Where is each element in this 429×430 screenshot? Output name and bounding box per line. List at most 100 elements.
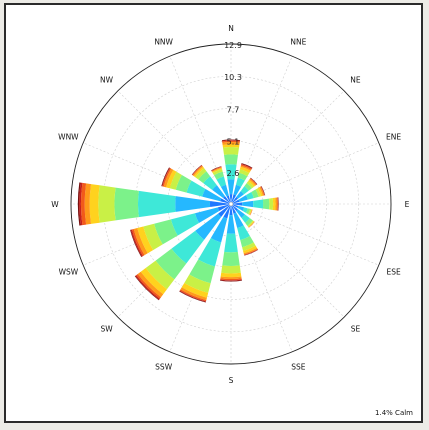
- wind-bar-segment: [212, 185, 226, 199]
- direction-label: WNW: [58, 133, 79, 142]
- wind-bar-segment: [143, 223, 163, 251]
- wind-bar-segment: [222, 251, 240, 267]
- wind-bar-segment: [275, 197, 278, 211]
- wind-bar-segment: [253, 199, 264, 209]
- wind-bar-segment: [221, 265, 241, 274]
- wind-bar-segment: [221, 139, 241, 141]
- wind-bar-segment: [229, 194, 233, 204]
- wind-bar-segment: [211, 166, 222, 171]
- wind-bar-segment: [175, 174, 192, 193]
- wind-bar-segment: [241, 214, 250, 223]
- calm-note: 1.4% Calm: [375, 409, 413, 417]
- wind-bar-segment: [203, 176, 217, 190]
- wind-bar-segment: [227, 179, 235, 195]
- wind-bar-segment: [235, 177, 245, 187]
- wind-bar-segment: [192, 165, 204, 177]
- wind-bar-segment: [250, 209, 253, 216]
- direction-label: NW: [100, 76, 114, 85]
- wind-bar-segment: [220, 184, 229, 197]
- direction-label: NE: [350, 76, 361, 85]
- wind-bar-segment: [231, 202, 243, 206]
- wind-bar-segment: [231, 204, 237, 214]
- wind-bar-segment: [184, 274, 211, 293]
- wind-bar-segment: [224, 154, 238, 165]
- wind-bar-segment: [181, 283, 209, 298]
- wind-bar-segment: [135, 275, 160, 300]
- wind-bar-segment: [171, 230, 205, 264]
- wind-bar-segment: [244, 249, 259, 256]
- wind-bar-segment: [246, 181, 254, 189]
- wind-bar-segment: [229, 204, 233, 216]
- wind-bar-segment: [161, 167, 171, 187]
- wind-bar-segment: [217, 204, 231, 211]
- grid-spoke: [230, 142, 379, 205]
- wind-bar-segment: [236, 191, 244, 199]
- wind-bar-segment: [162, 168, 172, 187]
- wind-bar-segment: [225, 164, 237, 180]
- wind-bar-segment: [191, 164, 202, 175]
- wind-bar-segment: [236, 209, 245, 218]
- radial-tick-label: 2.6: [227, 169, 240, 178]
- direction-label: NNE: [290, 37, 306, 46]
- wind-bar-segment: [239, 166, 251, 174]
- wind-bar-segment: [198, 171, 211, 184]
- wind-bar-segment: [179, 289, 207, 302]
- wind-bar-segment: [137, 190, 176, 218]
- wind-bar-segment: [245, 218, 253, 226]
- wind-bar-segment: [240, 165, 252, 171]
- wind-bar-segment: [248, 221, 255, 228]
- wind-bar-segment: [195, 168, 207, 180]
- wind-bar-segment: [193, 166, 205, 178]
- wind-bar-segment: [237, 225, 250, 241]
- wind-bar-segment: [249, 178, 257, 186]
- wind-bar-segment: [243, 245, 257, 254]
- wind-bar-segment: [260, 186, 265, 196]
- wind-bar-segment: [220, 272, 242, 278]
- wind-bar-segment: [259, 186, 265, 196]
- wind-bar-segment: [272, 197, 276, 211]
- wind-bar-segment: [238, 195, 248, 202]
- wind-bar-segment: [237, 205, 245, 211]
- wind-bar-segment: [255, 188, 262, 197]
- wind-bar-segment: [221, 140, 241, 142]
- wind-bar-segment: [195, 213, 222, 240]
- direction-label: SSE: [291, 363, 306, 372]
- wind-bar-segment: [189, 259, 215, 284]
- wind-bar-segment: [220, 280, 242, 282]
- wind-bar-segment: [202, 188, 222, 202]
- wind-bar-segment: [248, 179, 256, 187]
- wind-bar-segment: [222, 144, 240, 148]
- radial-tick-label: 7.7: [227, 105, 240, 114]
- wind-bar-segment: [84, 183, 92, 225]
- wind-bar-segment: [114, 187, 139, 221]
- grid-spoke: [230, 203, 345, 318]
- wind-bar-segment: [240, 236, 254, 248]
- wind-bar-segment: [248, 221, 255, 228]
- wind-bar-segment: [249, 209, 253, 216]
- wind-bar-segment: [250, 177, 258, 185]
- wind-bar-segment: [226, 195, 231, 204]
- wind-bar-segment: [242, 242, 256, 251]
- wind-bar-segment: [180, 287, 207, 301]
- wind-bar-segment: [249, 209, 253, 216]
- wind-bar-segment: [218, 204, 231, 217]
- windrose-chart: 2.6 5.1 7.7 10.3 12.9 N NNE NE ENE E ESE SE SSE S SSW S…: [51, 24, 409, 385]
- wind-bar-segment: [222, 140, 240, 143]
- wind-bar-segment: [133, 228, 148, 256]
- wind-bar-segment: [250, 178, 257, 185]
- outer-ring: [70, 43, 392, 365]
- wind-bar-segment: [269, 198, 274, 210]
- direction-label: SE: [351, 324, 361, 333]
- wind-bar-segment: [245, 192, 254, 200]
- wind-bar-segment: [179, 290, 207, 302]
- wind-bar-segment: [277, 197, 279, 211]
- grid-spoke: [230, 90, 345, 205]
- wind-bar-segment: [211, 167, 222, 172]
- wind-bar-segment: [223, 196, 231, 204]
- grid-spoke: [169, 56, 232, 205]
- wind-bar-segment: [239, 169, 250, 177]
- wind-bar-segment: [175, 196, 211, 212]
- wind-bar-segment: [220, 198, 231, 204]
- center-dot: [228, 201, 234, 207]
- wind-bar-segment: [242, 200, 254, 208]
